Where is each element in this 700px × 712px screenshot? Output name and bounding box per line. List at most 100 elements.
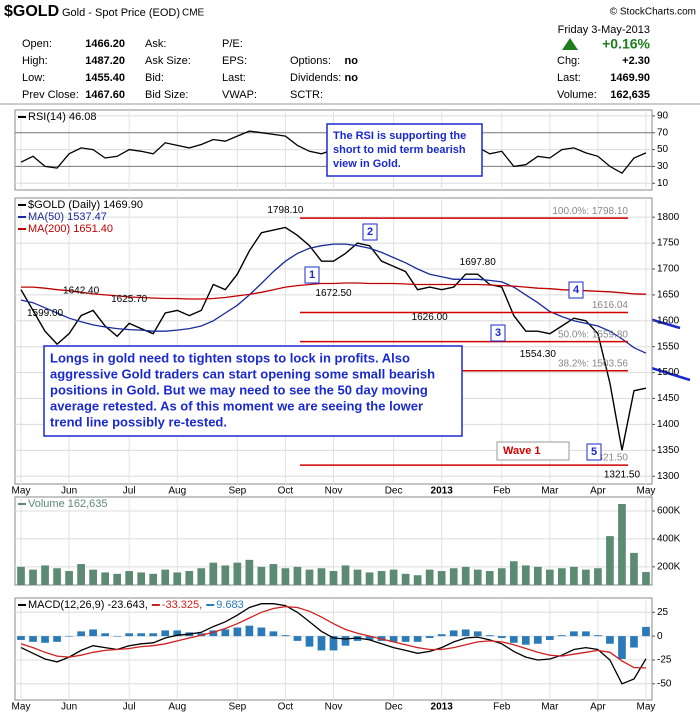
bar [269, 564, 278, 585]
x-tick-label: Apr [590, 702, 606, 712]
y-tick-label: 70 [657, 127, 669, 138]
bar [630, 552, 638, 585]
bar [473, 569, 482, 585]
change-percent: +0.16% [602, 36, 650, 52]
y-tick-label: 400K [657, 534, 681, 545]
bar [582, 631, 590, 637]
bar [533, 566, 542, 585]
price-label: 1697.80 [460, 257, 497, 268]
field-label: Low: [22, 72, 45, 84]
bar [281, 568, 290, 585]
bar [329, 636, 338, 651]
x-tick-label: Nov [325, 702, 343, 712]
y-tick-label: 1600 [657, 315, 680, 326]
callout-text: trend line possibly re-tested. [50, 414, 227, 429]
bar [545, 636, 554, 640]
bar [509, 636, 518, 643]
bar [17, 636, 25, 640]
y-tick-label: 1800 [657, 212, 680, 223]
x-tick-label: Mar [541, 486, 559, 497]
up-arrow [562, 38, 578, 50]
fib-label: 1616.04 [592, 300, 629, 311]
price-label: 1798.10 [267, 205, 304, 216]
bar [41, 636, 49, 643]
wave-number: 2 [367, 226, 373, 238]
bar [509, 561, 518, 585]
legend-label: -33.325, [162, 599, 202, 611]
series-line [20, 243, 647, 354]
y-tick-label: 1350 [657, 445, 680, 456]
bar [389, 636, 398, 642]
bar [17, 566, 25, 585]
bar [401, 636, 410, 642]
field-value: 1455.40 [85, 72, 125, 84]
bar [305, 636, 314, 647]
bar [485, 635, 494, 637]
x-tick-label: Mar [541, 702, 559, 712]
bar [173, 572, 182, 585]
x-tick-label: Aug [168, 702, 186, 712]
instrument-name: Gold - Spot Price (EOD) [62, 7, 180, 19]
x-tick-label: Sep [228, 486, 246, 497]
wave-box [304, 266, 320, 284]
callout-text: short to mid term bearish [333, 144, 466, 156]
fib-label: 38.2%: 1503.56 [558, 358, 628, 369]
bar [137, 572, 146, 585]
bar [89, 629, 97, 637]
bar [185, 571, 194, 585]
x-tick-label: Oct [278, 486, 294, 497]
field-value: 1467.60 [85, 89, 125, 101]
wave-number: 4 [573, 284, 580, 296]
price-label: 1599.00 [27, 308, 64, 319]
bar [101, 633, 109, 637]
bar [161, 630, 170, 637]
bar [497, 636, 506, 639]
bar [570, 566, 578, 585]
x-tick-label: Jul [123, 486, 136, 497]
price-label: 1672.50 [315, 288, 352, 299]
bar [53, 636, 61, 642]
legend-label: MACD(12,26,9) -23.643, [28, 599, 148, 611]
legend-label: RSI(14) 46.08 [28, 111, 96, 123]
bar [413, 636, 422, 642]
bar [341, 636, 350, 646]
y-tick-label: 1650 [657, 290, 680, 301]
bar [233, 562, 242, 585]
field-value: 1466.20 [85, 38, 125, 50]
wave-label-box [496, 441, 570, 461]
bar [173, 630, 182, 637]
bar [65, 636, 73, 637]
field-label: Ask: [145, 38, 166, 50]
field-value: no [345, 72, 359, 84]
field-label: P/E: [222, 38, 243, 50]
bar [461, 629, 470, 637]
bar [545, 569, 554, 585]
bar [53, 568, 61, 585]
bar [630, 636, 638, 648]
bar [125, 571, 134, 585]
field-value: 1487.20 [85, 55, 125, 67]
field-label: EPS: [222, 55, 247, 67]
wave-box [362, 223, 378, 241]
bar [618, 636, 626, 660]
callout-text: The RSI is supporting the [333, 130, 466, 142]
fib-label: 1321.50 [592, 453, 629, 464]
y-tick-label: 1500 [657, 367, 680, 378]
price-label: 1626.00 [412, 312, 449, 323]
y-tick-label: 30 [657, 161, 669, 172]
symbol: $GOLD [4, 3, 59, 20]
y-tick-label: 1750 [657, 238, 680, 249]
series-line [20, 226, 647, 451]
bar [209, 562, 218, 585]
field-label: Ask Size: [145, 55, 191, 67]
x-tick-label: Sep [228, 702, 246, 712]
bar [149, 573, 158, 585]
x-tick-label: Jul [123, 702, 136, 712]
bar [425, 569, 434, 585]
x-tick-label: 2013 [431, 702, 454, 712]
field-label: SCTR: [290, 89, 323, 101]
bar [257, 627, 266, 637]
bar [65, 571, 73, 585]
callout-box [43, 345, 463, 437]
